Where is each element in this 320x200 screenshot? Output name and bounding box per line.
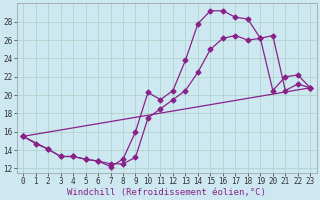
X-axis label: Windchill (Refroidissement éolien,°C): Windchill (Refroidissement éolien,°C) xyxy=(67,188,266,197)
